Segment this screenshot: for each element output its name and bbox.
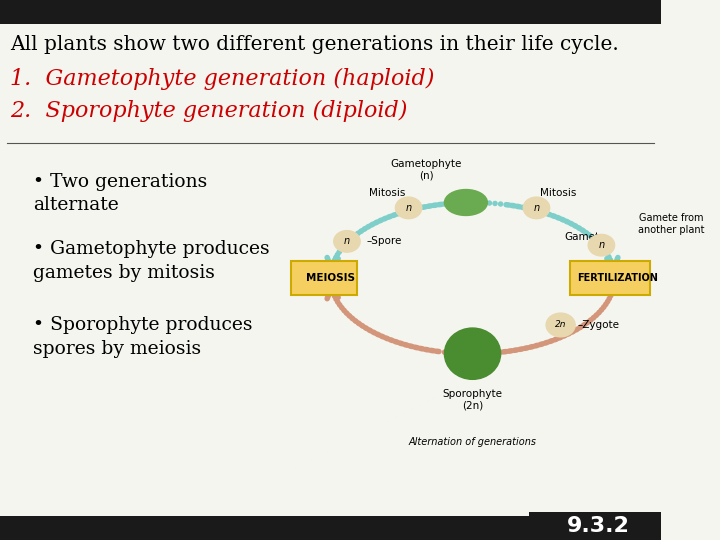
Text: n: n [598,240,605,250]
Text: Mitosis: Mitosis [454,345,491,355]
Circle shape [588,234,615,256]
Text: Sporophyte
(2n): Sporophyte (2n) [443,389,503,410]
Ellipse shape [444,328,500,379]
Circle shape [546,313,575,337]
Text: Alternation of generations: Alternation of generations [408,437,536,448]
Text: • Gametophyte produces
gametes by mitosis: • Gametophyte produces gametes by mitosi… [33,240,270,282]
Text: n: n [344,237,350,246]
Text: Mitosis: Mitosis [369,188,405,198]
Text: Gamete: Gamete [564,232,606,241]
Text: Gametophyte
(n): Gametophyte (n) [390,159,462,181]
Text: All plants show two different generations in their life cycle.: All plants show two different generation… [10,35,618,54]
FancyBboxPatch shape [570,261,649,295]
FancyBboxPatch shape [0,516,661,540]
Text: n: n [534,203,539,213]
FancyBboxPatch shape [0,0,661,24]
Text: • Two generations
alternate: • Two generations alternate [33,173,207,214]
Text: MEIOSIS: MEIOSIS [306,273,355,283]
Text: FERTILIZATION: FERTILIZATION [577,273,658,283]
Text: 9.3.2: 9.3.2 [567,516,629,536]
Text: 1.  Gametophyte generation (haploid): 1. Gametophyte generation (haploid) [10,68,434,90]
Text: n: n [405,203,412,213]
Text: • Sporophyte produces
spores by meiosis: • Sporophyte produces spores by meiosis [33,316,253,357]
Circle shape [395,197,422,219]
Text: 2.  Sporophyte generation (diploid): 2. Sporophyte generation (diploid) [10,100,408,122]
Text: Gamete from
another plant: Gamete from another plant [637,213,704,235]
FancyBboxPatch shape [528,512,661,540]
Circle shape [334,231,360,252]
Text: 2n: 2n [555,320,567,329]
FancyBboxPatch shape [291,261,357,295]
Text: Mitosis: Mitosis [539,188,576,198]
Ellipse shape [444,190,487,215]
Text: –Spore: –Spore [366,237,402,246]
Circle shape [523,197,549,219]
Text: –Zygote: –Zygote [577,320,619,330]
